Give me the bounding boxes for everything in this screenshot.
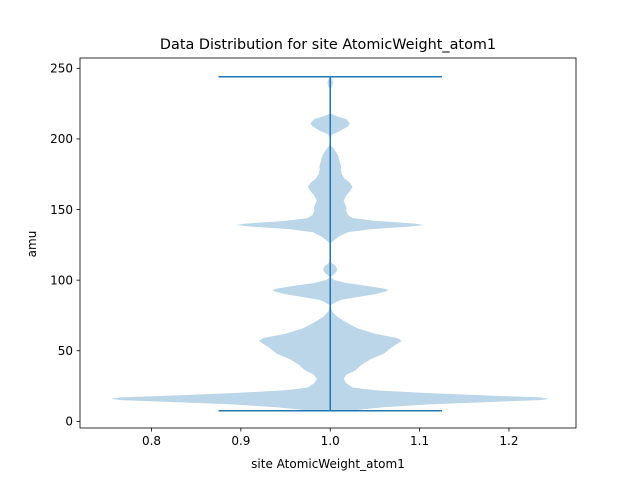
x-axis-label: site AtomicWeight_atom1 <box>251 457 405 471</box>
x-tick-label: 1.2 <box>499 434 518 448</box>
x-tick-label: 1.0 <box>321 434 340 448</box>
y-tick-label: 150 <box>50 203 73 217</box>
x-tick-label: 0.9 <box>231 434 250 448</box>
plot-area <box>111 76 550 412</box>
x-axis-ticks: 0.8 0.9 1.0 1.1 1.2 <box>142 428 519 448</box>
y-axis-label: amu <box>25 231 39 258</box>
x-tick-label: 1.1 <box>410 434 429 448</box>
y-tick-label: 100 <box>50 273 73 287</box>
axes-frame <box>79 57 577 429</box>
y-tick-label: 0 <box>65 415 73 429</box>
chart-title: Data Distribution for site AtomicWeight_… <box>160 37 496 53</box>
y-tick-label: 200 <box>50 132 73 146</box>
x-tick-label: 0.8 <box>142 434 161 448</box>
y-tick-label: 50 <box>58 344 73 358</box>
y-axis-ticks: 0 50 100 150 200 250 <box>50 62 80 429</box>
y-tick-label: 250 <box>50 62 73 76</box>
